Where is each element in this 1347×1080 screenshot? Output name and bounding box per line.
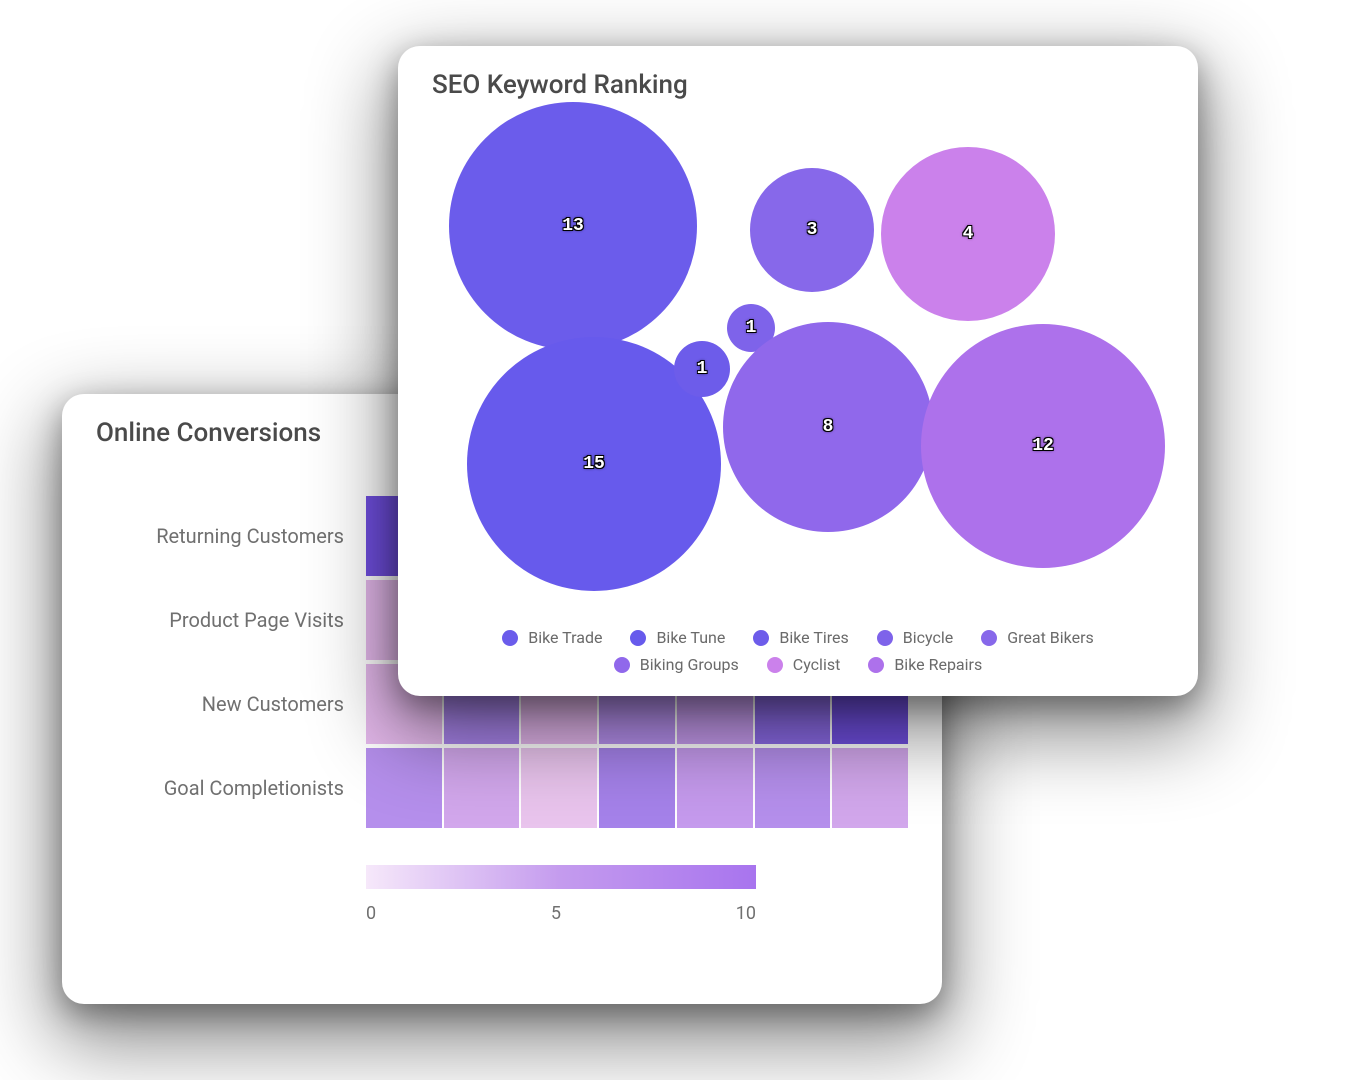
legend-dot-icon bbox=[868, 657, 884, 673]
heatmap-cell bbox=[599, 748, 675, 828]
legend-label: Bike Tune bbox=[656, 628, 725, 647]
legend-item: Bike Tires bbox=[753, 628, 848, 647]
heatmap-cell bbox=[755, 748, 831, 828]
legend-label: Biking Groups bbox=[640, 655, 739, 674]
legend-label: Bicycle bbox=[903, 628, 953, 647]
legend-item: Bicycle bbox=[877, 628, 953, 647]
bubble: 12 bbox=[921, 324, 1165, 568]
legend-item: Cyclist bbox=[767, 655, 841, 674]
legend-label: Cyclist bbox=[793, 655, 841, 674]
seo-keyword-card: SEO Keyword Ranking 13151138412 Bike Tra… bbox=[398, 46, 1198, 696]
bubble: 13 bbox=[449, 102, 697, 350]
heatmap-legend-gradient bbox=[366, 865, 756, 889]
legend-item: Biking Groups bbox=[614, 655, 739, 674]
bubble: 4 bbox=[881, 147, 1055, 321]
legend-item: Bike Trade bbox=[502, 628, 602, 647]
heatmap-legend-ticks: 0 5 10 bbox=[366, 903, 756, 924]
legend-label: Great Bikers bbox=[1007, 628, 1094, 647]
bubble-value: 1 bbox=[746, 318, 757, 338]
bubble-value: 8 bbox=[823, 417, 834, 437]
legend-dot-icon bbox=[981, 630, 997, 646]
legend-label: Bike Repairs bbox=[894, 655, 982, 674]
bubble: 1 bbox=[674, 341, 730, 397]
heatmap-row-label: Goal Completionists bbox=[96, 776, 366, 800]
legend-dot-icon bbox=[630, 630, 646, 646]
bubble-value: 3 bbox=[807, 220, 818, 240]
heatmap-row: Goal Completionists bbox=[96, 746, 908, 830]
bubble-value: 1 bbox=[697, 359, 708, 379]
heatmap-cell bbox=[444, 748, 520, 828]
legend-item: Bike Tune bbox=[630, 628, 725, 647]
legend-dot-icon bbox=[502, 630, 518, 646]
heatmap-row-label: Returning Customers bbox=[96, 524, 366, 548]
bubble-legend: Bike Trade Bike Tune Bike Tires Bicycle Grea… bbox=[398, 628, 1198, 674]
legend-item: Bike Repairs bbox=[868, 655, 982, 674]
legend-item: Great Bikers bbox=[981, 628, 1094, 647]
heatmap-cell bbox=[677, 748, 753, 828]
heatmap-tick: 10 bbox=[736, 903, 756, 924]
bubble: 3 bbox=[750, 168, 874, 292]
legend-label: Bike Tires bbox=[779, 628, 848, 647]
heatmap-row-label: Product Page Visits bbox=[96, 608, 366, 632]
heatmap-cell bbox=[521, 748, 597, 828]
heatmap-cell bbox=[366, 748, 442, 828]
legend-label: Bike Trade bbox=[528, 628, 602, 647]
legend-dot-icon bbox=[614, 657, 630, 673]
heatmap-tick: 0 bbox=[366, 903, 376, 924]
bubble-value: 12 bbox=[1032, 436, 1054, 456]
heatmap-legend: 0 5 10 bbox=[366, 865, 756, 924]
heatmap-cell bbox=[832, 748, 908, 828]
heatmap-tick: 5 bbox=[551, 903, 561, 924]
bubble-value: 15 bbox=[583, 454, 605, 474]
heatmap-row-cells bbox=[366, 748, 908, 828]
legend-dot-icon bbox=[767, 657, 783, 673]
heatmap-row-label: New Customers bbox=[96, 692, 366, 716]
bubble-value: 4 bbox=[963, 224, 974, 244]
legend-dot-icon bbox=[877, 630, 893, 646]
legend-dot-icon bbox=[753, 630, 769, 646]
bubble-value: 13 bbox=[562, 216, 584, 236]
bubble-chart: 13151138412 bbox=[398, 116, 1198, 586]
bubble: 8 bbox=[723, 322, 933, 532]
bubble-title: SEO Keyword Ranking bbox=[432, 70, 1198, 100]
